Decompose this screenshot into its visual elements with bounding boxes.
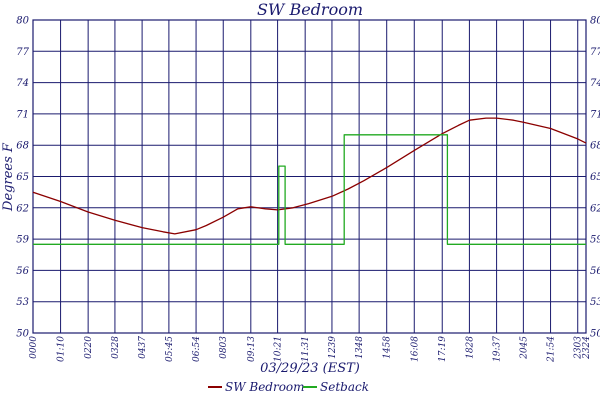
- series-lines: [32, 117, 587, 245]
- x-tick-label: 21:54: [547, 336, 557, 363]
- x-tick-label: 0000: [29, 336, 39, 359]
- x-tick-label: 10:21: [274, 336, 284, 362]
- x-tick-label: 2303: [574, 336, 584, 360]
- y-tick-label: 56: [16, 266, 29, 277]
- y-tick-label: 68: [16, 141, 29, 152]
- y-tick-label: 71: [16, 109, 29, 120]
- y-tick-label-right: 80: [590, 16, 600, 27]
- y-tick-label: 62: [16, 203, 29, 214]
- y-tick-label: 59: [16, 235, 29, 246]
- x-tick-label: 01:10: [57, 336, 67, 362]
- y-tick-label: 65: [16, 172, 29, 183]
- series-sw-bedroom-line: [32, 117, 587, 235]
- series-setback-line: [33, 134, 586, 245]
- x-ticks: 0000 01:10 0220 0328 0437 05:45 06:54 0803 09:13…: [29, 336, 592, 363]
- y-tick-label-right: 56: [590, 266, 600, 277]
- y-tick-label: 77: [16, 47, 29, 58]
- legend: SW Bedroom Setback: [208, 380, 369, 394]
- y-tick-label-right: 59: [590, 235, 600, 246]
- x-tick-label: 1239: [328, 336, 338, 359]
- legend-label: Setback: [320, 380, 369, 394]
- y-tick-label-right: 62: [590, 203, 600, 214]
- x-tick-label: 0220: [84, 336, 94, 359]
- x-tick-label: 19:37: [493, 336, 503, 362]
- x-tick-label: 09:13: [247, 336, 257, 362]
- x-tick-label: 1828: [465, 336, 475, 359]
- x-tick-label: 1348: [355, 336, 365, 359]
- y-tick-label: 53: [16, 297, 29, 308]
- x-tick-label: 05:45: [165, 336, 175, 362]
- x-tick-label: 11:31: [301, 336, 311, 362]
- y-tick-label-right: 65: [590, 172, 600, 183]
- y-tick-label-right: 50: [590, 329, 600, 340]
- y-tick-label: 50: [16, 329, 29, 340]
- x-tick-label: 0803: [219, 336, 229, 359]
- y-tick-label-right: 77: [590, 47, 600, 58]
- grid: [32, 19, 587, 334]
- y-ticks-left: 50 53 56 59 62 65 68 71 74 77 80: [16, 16, 29, 340]
- x-axis-label: 03/29/23 (EST): [260, 361, 360, 376]
- plot-frame: [32, 19, 587, 334]
- x-tick-label: 17:19: [438, 336, 448, 362]
- legend-label: SW Bedroom: [225, 380, 305, 394]
- y-tick-label-right: 68: [590, 141, 600, 152]
- x-tick-label: 1458: [383, 336, 393, 359]
- y-axis-label: Degrees F: [1, 142, 16, 212]
- legend-setback: Setback: [303, 380, 369, 394]
- x-tick-label: 0328: [111, 336, 121, 359]
- x-tick-label: 2324: [582, 336, 592, 360]
- y-tick-label: 74: [16, 78, 29, 89]
- x-tick-label: 16:08: [410, 336, 420, 362]
- x-tick-label: 06:54: [192, 336, 202, 362]
- y-ticks-right: 50 53 56 59 62 65 68 71 74 77 80: [590, 16, 600, 340]
- y-tick-label-right: 74: [590, 78, 600, 89]
- y-tick-label-right: 71: [590, 109, 600, 120]
- y-tick-label: 80: [16, 16, 29, 27]
- legend-sw-bedroom: SW Bedroom: [208, 380, 305, 394]
- x-tick-label: 2045: [519, 336, 529, 360]
- chart-title: SW Bedroom: [257, 0, 363, 19]
- y-tick-label-right: 53: [590, 297, 600, 308]
- x-tick-label: 0437: [138, 336, 148, 359]
